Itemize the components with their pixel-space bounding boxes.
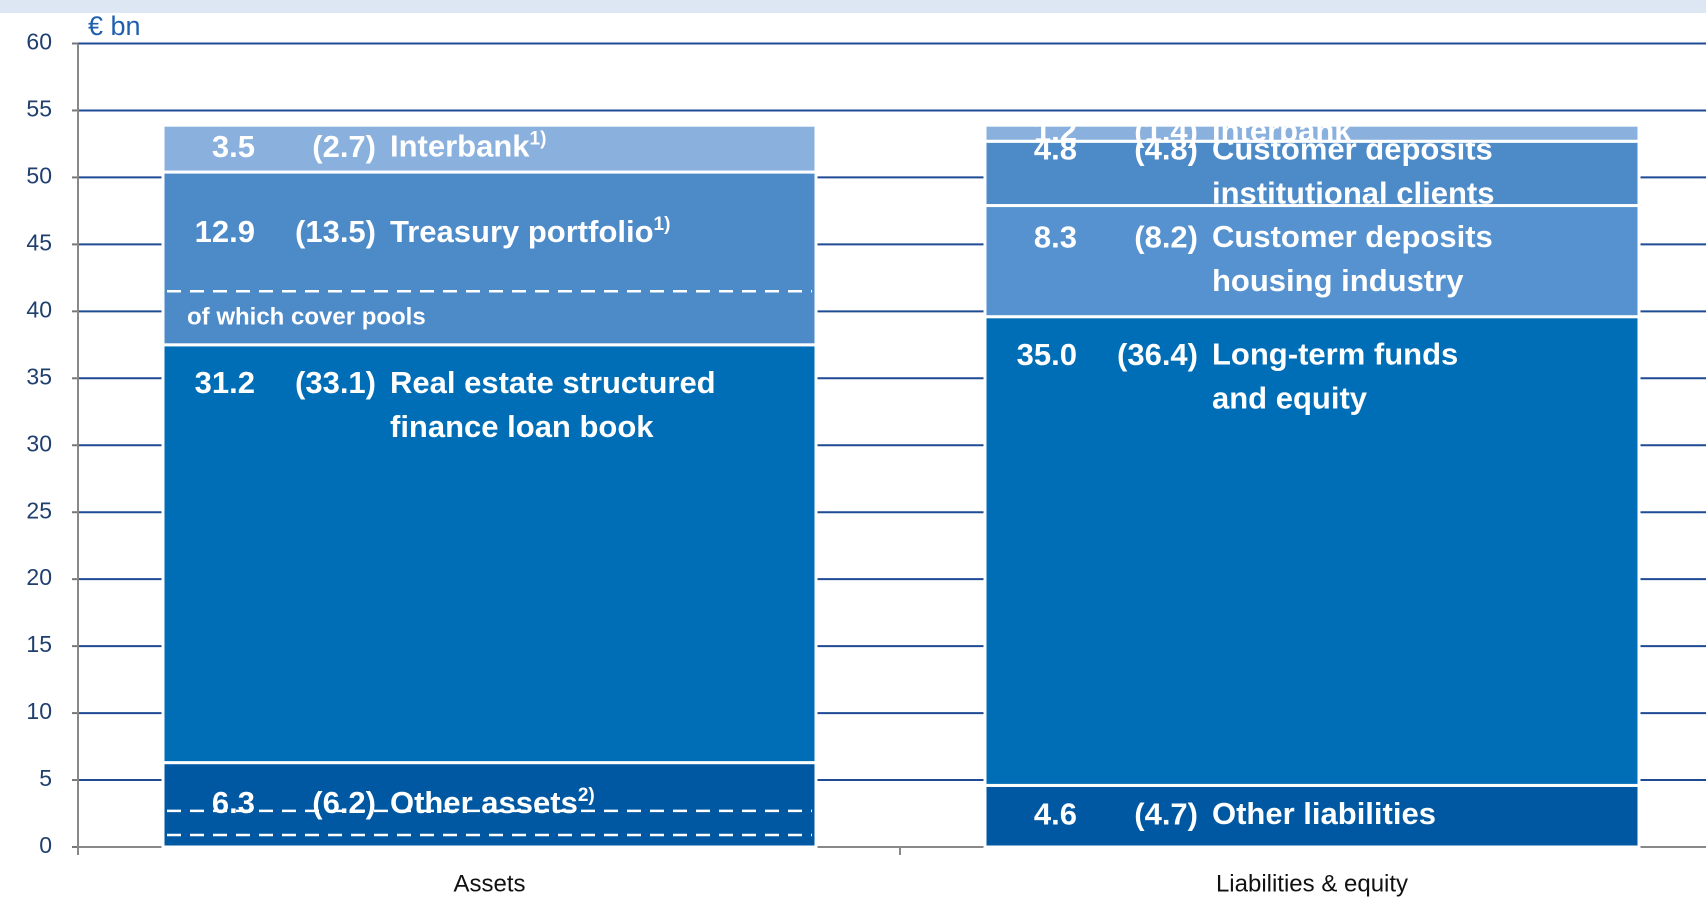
y-tick-label: 20 xyxy=(26,564,52,590)
bar-segment xyxy=(983,204,1641,319)
unit-label: € bn xyxy=(88,11,141,41)
segment-name: Long-term funds xyxy=(1212,337,1458,372)
prior-label: (8.2) xyxy=(1134,219,1198,254)
value-label: 1.2 xyxy=(1034,113,1077,148)
footnote-mark: 1) xyxy=(654,214,671,235)
bar-segment xyxy=(983,123,1641,143)
segment-name-line: institutional clients xyxy=(1212,176,1494,211)
y-tick-label: 15 xyxy=(26,631,52,657)
segment-name: Customer deposits xyxy=(1212,219,1493,254)
y-tick-label: 5 xyxy=(39,765,52,791)
segment-name: and equity xyxy=(1212,381,1368,416)
segment-name: institutional clients xyxy=(1212,176,1494,211)
prior-label: (6.2) xyxy=(312,785,376,820)
prior-label: (2.7) xyxy=(312,129,376,164)
segment-name: Real estate structured xyxy=(390,365,716,400)
y-tick-label: 25 xyxy=(26,497,52,523)
value-label: 6.3 xyxy=(212,785,255,820)
y-tick-label: 0 xyxy=(39,832,52,858)
y-tick-label: 50 xyxy=(26,162,52,188)
segment-name: Interbank xyxy=(1212,113,1352,148)
y-tick-label: 35 xyxy=(26,363,52,389)
segment-name-line: Treasury portfolio xyxy=(390,214,654,249)
segment-name-line: housing industry xyxy=(1212,263,1464,298)
value-label: 35.0 xyxy=(1017,337,1077,372)
segment-name-line: Other assets xyxy=(390,785,578,820)
value-label: 31.2 xyxy=(195,365,255,400)
value-label: 8.3 xyxy=(1034,219,1077,254)
segment-name: Treasury portfolio1) xyxy=(390,214,670,249)
segment-name-line: Other liabilities xyxy=(1212,796,1436,831)
x-tick-label: Liabilities & equity xyxy=(1216,870,1408,897)
segment-name: Other liabilities xyxy=(1212,796,1436,831)
segment-name: finance loan book xyxy=(390,409,654,444)
y-tick-label: 30 xyxy=(26,430,52,456)
sub-label: of which cover pools xyxy=(187,303,426,330)
value-label: 12.9 xyxy=(195,214,255,249)
segment-name-line: Customer deposits xyxy=(1212,219,1493,254)
x-tick-label: Assets xyxy=(453,870,525,897)
bar-segment xyxy=(983,783,1641,849)
segment-name: Interbank1) xyxy=(390,129,546,164)
y-tick-label: 60 xyxy=(26,29,52,55)
segment-name-line: Interbank xyxy=(390,129,530,164)
bar-segment xyxy=(161,761,818,849)
prior-label: (4.7) xyxy=(1134,796,1198,831)
bar-segment xyxy=(161,343,818,765)
value-label: 3.5 xyxy=(212,129,255,164)
bar-segment xyxy=(983,139,1641,208)
y-tick-label: 55 xyxy=(26,96,52,122)
y-tick-label: 40 xyxy=(26,296,52,322)
bar-segment xyxy=(983,315,1641,787)
bar-segment xyxy=(161,123,818,174)
prior-label: (1.4) xyxy=(1134,113,1198,148)
footnote-mark: 1) xyxy=(530,129,547,150)
segment-name-line: Long-term funds xyxy=(1212,337,1458,372)
prior-label: (13.5) xyxy=(295,214,376,249)
footnote-mark: 2) xyxy=(578,785,595,806)
value-label: 4.6 xyxy=(1034,796,1077,831)
segment-name-line: Interbank xyxy=(1212,113,1352,148)
segment-name: housing industry xyxy=(1212,263,1464,298)
segment-name-line: Real estate structured xyxy=(390,365,716,400)
prior-label: (36.4) xyxy=(1117,337,1198,372)
bar-segment xyxy=(161,170,818,347)
prior-label: (33.1) xyxy=(295,365,376,400)
y-tick-label: 45 xyxy=(26,229,52,255)
y-tick-label: 10 xyxy=(26,698,52,724)
segment-name-line: finance loan book xyxy=(390,409,654,444)
segment-name-line: and equity xyxy=(1212,381,1368,416)
header-band xyxy=(0,0,1706,13)
segment-name: Other assets2) xyxy=(390,785,595,820)
